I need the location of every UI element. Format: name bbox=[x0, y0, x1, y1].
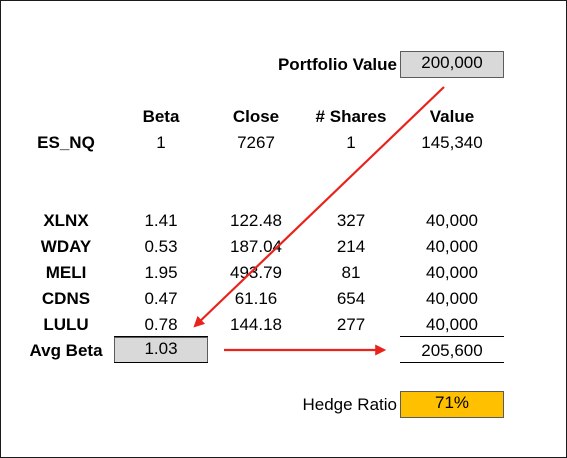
stock-beta[interactable]: 0.78 bbox=[144, 315, 178, 334]
portfolio-value-label: Portfolio Value bbox=[277, 55, 397, 74]
stock-shares[interactable]: 277 bbox=[336, 315, 366, 334]
header-value: Value bbox=[429, 107, 475, 126]
total-value-double-rule bbox=[400, 362, 504, 363]
stock-value[interactable]: 40,000 bbox=[426, 315, 478, 334]
stock-close[interactable]: 61.16 bbox=[234, 289, 278, 308]
stock-close[interactable]: 493.79 bbox=[230, 263, 282, 282]
stock-shares[interactable]: 214 bbox=[336, 237, 366, 256]
stock-ticker: LULU bbox=[43, 315, 89, 334]
header-close: Close bbox=[232, 107, 280, 126]
index-shares[interactable]: 1 bbox=[346, 133, 356, 152]
stock-ticker: MELI bbox=[45, 263, 87, 282]
avg-beta-double-rule bbox=[114, 362, 208, 363]
stock-beta[interactable]: 0.53 bbox=[144, 237, 178, 256]
index-ticker: ES_NQ bbox=[37, 133, 95, 152]
stock-ticker: WDAY bbox=[40, 237, 92, 256]
total-value-cell[interactable]: 205,600 bbox=[421, 341, 483, 360]
avg-beta-label: Avg Beta bbox=[29, 341, 103, 360]
stock-shares[interactable]: 654 bbox=[336, 289, 366, 308]
stock-value[interactable]: 40,000 bbox=[426, 211, 478, 230]
stock-beta[interactable]: 1.41 bbox=[144, 211, 178, 230]
index-close[interactable]: 7267 bbox=[237, 133, 275, 152]
index-value[interactable]: 145,340 bbox=[421, 133, 483, 152]
header-shares: # Shares bbox=[315, 107, 387, 126]
beta-sum-rule bbox=[114, 336, 208, 337]
hedge-ratio-cell[interactable]: 71% bbox=[400, 391, 504, 418]
value-sum-rule bbox=[400, 336, 504, 337]
stock-close[interactable]: 122.48 bbox=[230, 211, 282, 230]
portfolio-value-cell[interactable]: 200,000 bbox=[400, 51, 504, 78]
header-beta: Beta bbox=[142, 107, 180, 126]
index-beta[interactable]: 1 bbox=[156, 133, 166, 152]
stock-value[interactable]: 40,000 bbox=[426, 263, 478, 282]
stock-ticker: CDNS bbox=[41, 289, 91, 308]
stock-shares[interactable]: 81 bbox=[341, 263, 361, 282]
stock-ticker: XLNX bbox=[43, 211, 89, 230]
stock-close[interactable]: 187.04 bbox=[230, 237, 282, 256]
stock-beta[interactable]: 1.95 bbox=[144, 263, 178, 282]
stock-close[interactable]: 144.18 bbox=[230, 315, 282, 334]
stock-value[interactable]: 40,000 bbox=[426, 289, 478, 308]
diagonal-arrow bbox=[193, 86, 445, 328]
stock-beta[interactable]: 0.47 bbox=[144, 289, 178, 308]
hedge-ratio-label: Hedge Ratio bbox=[302, 395, 397, 414]
avg-beta-cell[interactable]: 1.03 bbox=[114, 337, 208, 363]
stock-value[interactable]: 40,000 bbox=[426, 237, 478, 256]
stock-shares[interactable]: 327 bbox=[336, 211, 366, 230]
